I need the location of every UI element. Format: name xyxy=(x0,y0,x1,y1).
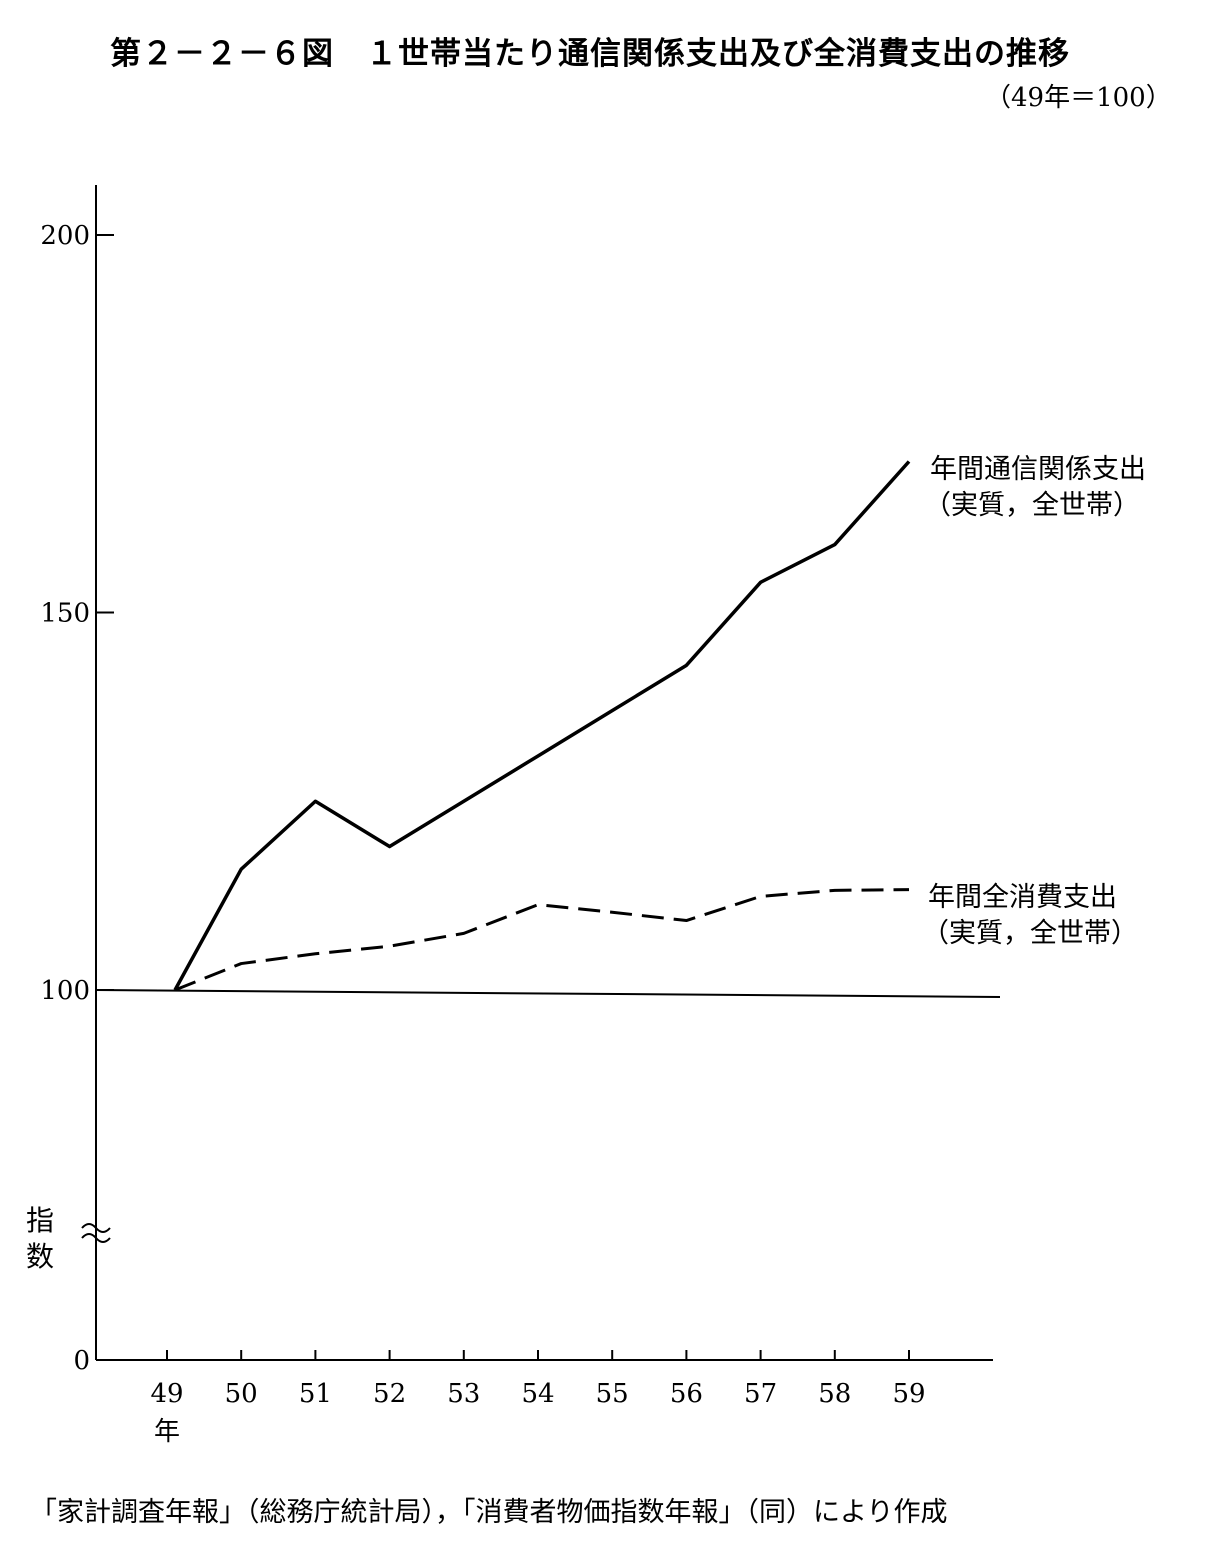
x-tick-label: 56 xyxy=(670,1379,703,1409)
x-tick-label: 53 xyxy=(447,1379,480,1409)
series-label: 年間通信関係支出 xyxy=(930,454,1146,485)
series-line-1 xyxy=(174,888,910,992)
x-tick-label: 57 xyxy=(744,1379,777,1409)
series-label-line2: （実質，全世帯） xyxy=(924,490,1140,521)
source-note: 「家計調査年報」（総務庁統計局），「消費者物価指数年報」（同）により作成 xyxy=(30,1497,948,1528)
chart-marks xyxy=(173,460,911,992)
x-tick-label: 52 xyxy=(373,1379,406,1409)
x-tick-label: 51 xyxy=(299,1379,332,1409)
y-tick-label: 150 xyxy=(40,599,90,629)
x-tick-label: 58 xyxy=(818,1379,851,1409)
series-label-line2: （実質，全世帯） xyxy=(922,918,1138,949)
y-tick-label: 200 xyxy=(40,221,90,251)
x-tick-label: 54 xyxy=(521,1379,554,1409)
x-unit-label: 年 xyxy=(154,1417,180,1447)
base-year-note: （49年＝100） xyxy=(985,83,1172,113)
x-tick-label: 50 xyxy=(225,1379,258,1409)
y-tick-label: 0 xyxy=(73,1346,90,1376)
y-tick-label: 100 xyxy=(40,976,90,1006)
y-axis-label-char: 数 xyxy=(26,1240,54,1273)
chart-axes xyxy=(81,185,1001,1361)
x-tick-label: 49 xyxy=(150,1379,183,1409)
x-tick-label: 55 xyxy=(596,1379,629,1409)
baseline-100-line xyxy=(95,989,1001,998)
chart-labels: 0 100 150 200 指数 49 50 51 52 53 54 55 56 57 58 59 年 年間通信関… xyxy=(26,221,1146,1447)
series-line-0 xyxy=(173,460,911,991)
series-label: 年間全消費支出 xyxy=(928,882,1117,913)
x-tick-label: 59 xyxy=(892,1379,925,1409)
axis-break-mark xyxy=(81,1223,111,1243)
page-title: 第２－２－６図 １世帯当たり通信関係支出及び全消費支出の推移 xyxy=(110,36,1070,72)
y-axis-label-char: 指 xyxy=(26,1204,54,1237)
